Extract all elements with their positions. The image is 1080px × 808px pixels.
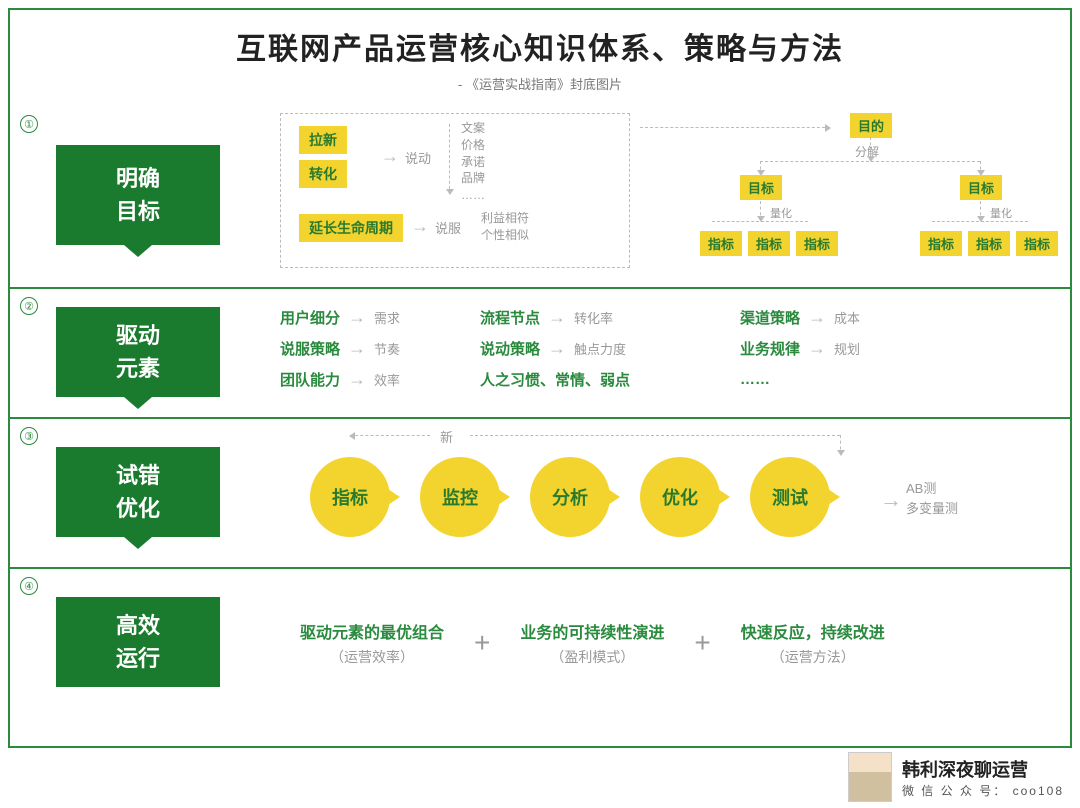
circles: 指标 监控 分析 优化 测试 xyxy=(310,457,830,537)
row2-num: ② xyxy=(20,297,38,315)
plus-icon: + xyxy=(474,627,490,659)
tree-goal-r: 目标 xyxy=(960,175,1002,200)
row3-side: 试错 优化 xyxy=(56,447,220,537)
list2: 利益相符 个性相似 xyxy=(481,210,529,244)
circle-1: 指标 xyxy=(310,457,390,537)
row2-content: 用户细分→需求 流程节点→转化率 渠道策略→成本 说服策略→节奏 说动策略→触点… xyxy=(280,289,1060,417)
plus-icon: + xyxy=(694,627,710,659)
row1-dashbox: 拉新 转化 → 说动 文案 价格 承诺 品牌 …… 延长生命周期 → 说服 利益… xyxy=(280,113,630,268)
row3-num: ③ xyxy=(20,427,38,445)
outer-frame: 互联网产品运营核心知识体系、策略与方法 - 《运营实战指南》封底图片 ① 明确 … xyxy=(8,8,1072,748)
row-1: ① 明确 目标 拉新 转化 → 说动 文案 价格 承诺 品牌 …… xyxy=(10,107,1070,287)
dash-arrow-right xyxy=(640,127,830,128)
new-label: 新 xyxy=(440,427,453,446)
tail-text: AB测 多变量测 xyxy=(906,479,958,518)
circle-3: 分析 xyxy=(530,457,610,537)
row4-num: ④ xyxy=(20,577,38,595)
row-4: ④ 高效 运行 驱动元素的最优组合 （运营效率） + 业务的可持续性演进 （盈利… xyxy=(10,567,1070,717)
arrow-icon: → xyxy=(411,216,429,237)
dash-back xyxy=(350,435,430,436)
footer-sub: 微 信 公 众 号： coo108 xyxy=(902,782,1064,799)
r4-col2: 业务的可持续性演进 （盈利模式） xyxy=(520,619,664,667)
row1-label1: 明确 xyxy=(116,162,160,195)
main-title: 互联网产品运营核心知识体系、策略与方法 xyxy=(10,24,1070,68)
metrics-r: 指标 指标 指标 xyxy=(920,231,1058,256)
tail-arrow: → xyxy=(880,487,902,513)
row2-side: 驱动 元素 xyxy=(56,307,220,397)
circle-5: 测试 xyxy=(750,457,830,537)
mid1: 说动 xyxy=(405,148,431,167)
row4-items: 驱动元素的最优组合 （运营效率） + 业务的可持续性演进 （盈利模式） + 快速… xyxy=(300,619,885,667)
list1: 文案 价格 承诺 品牌 …… xyxy=(461,120,485,204)
tags-top: 拉新 转化 xyxy=(299,126,347,188)
row-2: ② 驱动 元素 用户细分→需求 流程节点→转化率 渠道策略→成本 说服策略→节奏… xyxy=(10,287,1070,417)
tag-laxin: 拉新 xyxy=(299,126,347,154)
row1-content: 拉新 转化 → 说动 文案 价格 承诺 品牌 …… 延长生命周期 → 说服 利益… xyxy=(280,107,1060,287)
row3-content: 新 指标 监控 分析 优化 测试 → AB测 多变量测 xyxy=(280,419,1060,567)
row1-side: 明确 目标 xyxy=(56,145,220,245)
row4-content: 驱动元素的最优组合 （运营效率） + 业务的可持续性演进 （盈利模式） + 快速… xyxy=(280,569,1060,717)
row2-grid: 用户细分→需求 流程节点→转化率 渠道策略→成本 说服策略→节奏 说动策略→触点… xyxy=(280,307,940,390)
tree-goal-l: 目标 xyxy=(740,175,782,200)
footer-name: 韩利深夜聊运营 xyxy=(902,756,1028,782)
mid2: 说服 xyxy=(435,218,461,237)
circle-2: 监控 xyxy=(420,457,500,537)
dash-v1 xyxy=(449,124,450,194)
dash-back2 xyxy=(470,435,840,436)
tag-zhuanhua: 转化 xyxy=(299,160,347,188)
row-3: ③ 试错 优化 新 指标 监控 分析 优化 测试 → AB测 多变量测 xyxy=(10,417,1070,567)
metrics-l: 指标 指标 指标 xyxy=(700,231,838,256)
row1-label2: 目标 xyxy=(116,195,160,228)
r4-col1: 驱动元素的最优组合 （运营效率） xyxy=(300,619,444,667)
footer: 韩利深夜聊运营 微 信 公 众 号： coo108 xyxy=(848,752,1064,802)
subtitle: - 《运营实战指南》封底图片 xyxy=(10,74,1070,93)
arrow-icon: → xyxy=(381,146,399,167)
row1-num: ① xyxy=(20,115,38,133)
circle-4: 优化 xyxy=(640,457,720,537)
row4-side: 高效 运行 xyxy=(56,597,220,687)
tag-ext: 延长生命周期 xyxy=(299,214,403,242)
tree-top: 目的 xyxy=(850,113,892,138)
avatar xyxy=(848,752,892,802)
r4-col3: 快速反应，持续改进 （运营方法） xyxy=(741,619,885,667)
